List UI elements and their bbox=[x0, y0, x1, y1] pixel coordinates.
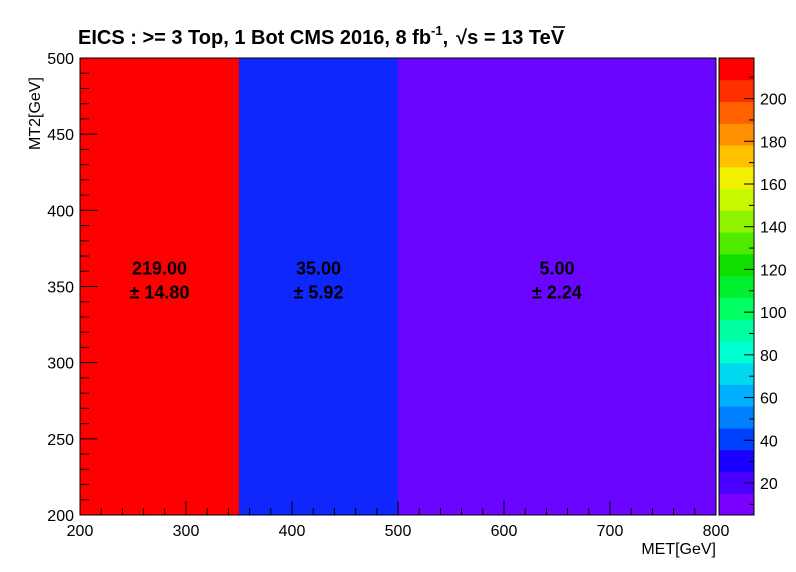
palette-tick-label-2: 60 bbox=[760, 391, 778, 408]
palette-segment-6 bbox=[719, 362, 754, 385]
title-sqrt-s: s bbox=[467, 27, 478, 49]
x-tick-label-0: 200 bbox=[67, 523, 94, 540]
palette-tick-label-4: 100 bbox=[760, 305, 787, 322]
palette-tick-label-9: 200 bbox=[760, 92, 787, 109]
palette-segment-13 bbox=[719, 210, 754, 233]
y-tick-label-2: 300 bbox=[47, 356, 74, 373]
x-tick-label-2: 400 bbox=[279, 523, 306, 540]
heatmap-cell-2 bbox=[398, 58, 716, 515]
title-energy: = 13 TeV bbox=[478, 27, 564, 49]
palette-segment-2 bbox=[719, 449, 754, 472]
palette-tick-label-6: 140 bbox=[760, 220, 787, 237]
y-tick-label-0: 200 bbox=[47, 508, 74, 525]
y-axis-label: MT2[GeV] bbox=[27, 77, 44, 150]
palette-segment-1 bbox=[719, 471, 754, 494]
x-tick-label-1: 300 bbox=[173, 523, 200, 540]
palette-segment-15 bbox=[719, 166, 754, 190]
y-tick-label-4: 400 bbox=[47, 203, 74, 220]
x-axis-label: MET[GeV] bbox=[641, 541, 716, 558]
palette-tick-label-1: 40 bbox=[760, 433, 778, 450]
cell-value-label-1: 35.00 bbox=[296, 259, 341, 279]
heatmap-cell-0 bbox=[80, 58, 239, 515]
palette-segment-19 bbox=[719, 79, 754, 103]
y-tick-label-3: 350 bbox=[47, 280, 74, 297]
x-tick-label-3: 500 bbox=[385, 523, 412, 540]
palette-segment-4 bbox=[719, 406, 754, 429]
palette-segment-10 bbox=[719, 275, 754, 298]
title-separator: , bbox=[443, 27, 449, 49]
y-tick-label-1: 250 bbox=[47, 432, 74, 449]
palette-segment-9 bbox=[719, 297, 754, 320]
palette-segment-5 bbox=[719, 384, 754, 407]
heatmap-cell-1 bbox=[239, 58, 398, 515]
palette-tick-label-7: 160 bbox=[760, 177, 787, 194]
palette-segment-17 bbox=[719, 123, 754, 146]
y-tick-label-5: 450 bbox=[47, 127, 74, 144]
palette-segment-3 bbox=[719, 427, 754, 451]
color-palette: 20 40 60 80 100 120 140 160 180 200 bbox=[718, 57, 787, 516]
chart-title: EICS : >= 3 Top, 1 Bot CMS 2016, 8 fb-1,… bbox=[78, 23, 565, 49]
title-superscript: -1 bbox=[431, 23, 443, 38]
palette-tick-label-5: 120 bbox=[760, 262, 787, 279]
cells-layer bbox=[80, 58, 716, 515]
cell-error-label-0: ± 14.80 bbox=[130, 283, 190, 303]
title-main: EICS : >= 3 Top, 1 Bot CMS 2016, 8 fb bbox=[78, 27, 431, 49]
palette-tick-label-8: 180 bbox=[760, 134, 787, 151]
cell-labels-layer: 219.00 ± 14.80 35.00 ± 5.92 5.00 ± 2.24 bbox=[130, 259, 582, 303]
palette-frame bbox=[718, 57, 755, 516]
x-tick-label-5: 700 bbox=[597, 523, 624, 540]
x-tick-label-6: 800 bbox=[703, 523, 730, 540]
palette-tick-label-3: 80 bbox=[760, 348, 778, 365]
x-tick-label-4: 600 bbox=[491, 523, 518, 540]
cell-value-label-0: 219.00 bbox=[132, 259, 187, 279]
palette-segment-14 bbox=[719, 188, 754, 211]
cell-value-label-2: 5.00 bbox=[539, 259, 574, 279]
palette-segment-16 bbox=[719, 145, 754, 168]
palette-segment-12 bbox=[719, 232, 754, 255]
title-sqrt-symbol: √ bbox=[456, 27, 468, 49]
cell-error-label-1: ± 5.92 bbox=[294, 283, 344, 303]
palette-segment-0 bbox=[719, 493, 754, 516]
palette-segment-7 bbox=[719, 340, 754, 364]
axes-layer: 200 300 400 500 600 700 800 200 250 300 350 400 450 5… bbox=[47, 51, 729, 540]
palette-segment-20 bbox=[719, 58, 754, 81]
palette-segment-8 bbox=[719, 319, 754, 342]
cell-error-label-2: ± 2.24 bbox=[532, 283, 582, 303]
palette-segment-11 bbox=[719, 253, 754, 277]
y-tick-label-6: 500 bbox=[47, 51, 74, 68]
palette-tick-label-0: 20 bbox=[760, 476, 778, 493]
palette-segment-18 bbox=[719, 101, 754, 124]
